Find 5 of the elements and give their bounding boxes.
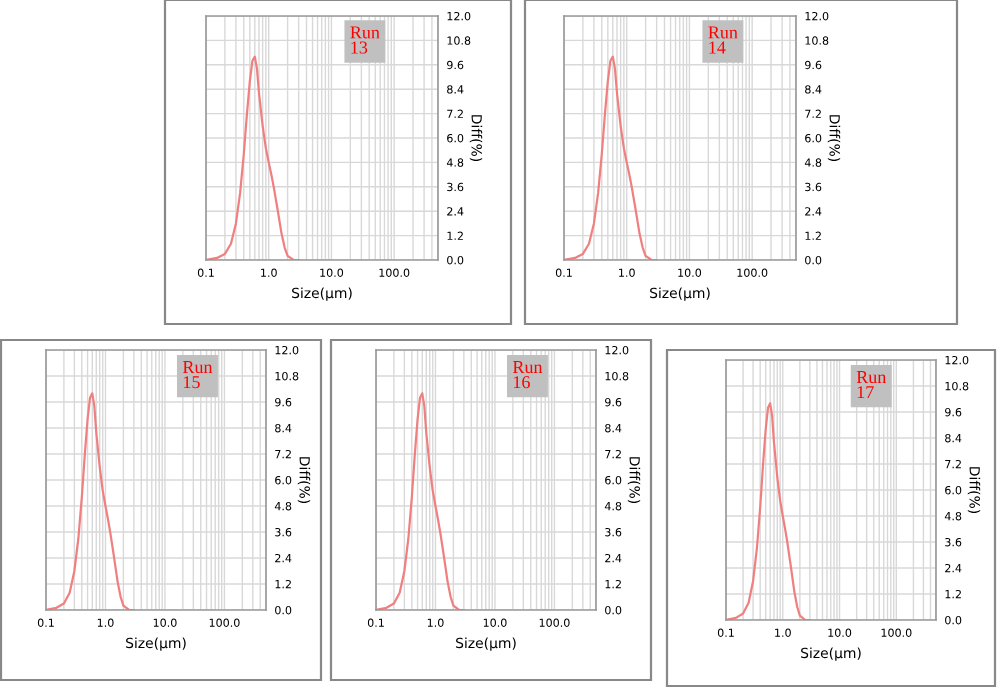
- annotation: Run 15: [182, 361, 213, 389]
- annotation: Run 17: [856, 371, 887, 399]
- annotation: Run 13: [350, 26, 380, 54]
- annotation: Run 16: [512, 361, 543, 389]
- annotation: Run 14: [708, 26, 738, 54]
